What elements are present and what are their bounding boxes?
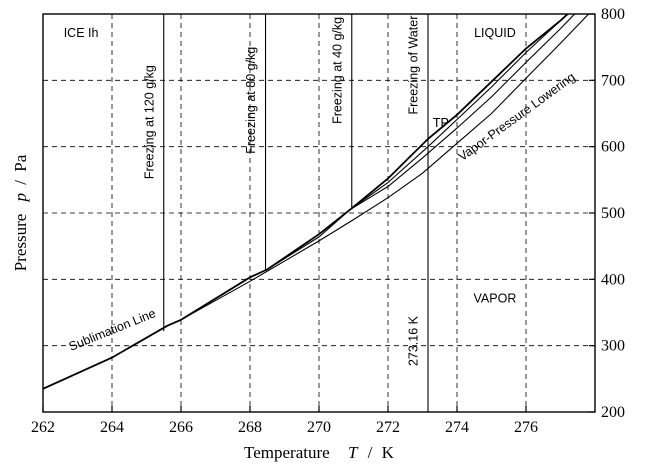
series-curve-2 [267, 14, 576, 270]
annotation-tp: TP [433, 116, 449, 130]
y-axis-title: Pressure p / Pa [11, 154, 30, 271]
x-axis-unit: K [382, 443, 395, 462]
x-tick-label-2: 266 [169, 419, 193, 436]
series-curve-3 [349, 14, 569, 211]
y-tick-label-2: 400 [601, 271, 625, 288]
x-axis-title: Temperature T / K [244, 443, 395, 462]
annotation-vapor-pressure-lowering: Vapor-Pressure Lowering [456, 70, 578, 164]
annotation-freezing-of-water: Freezing of Water [406, 16, 420, 115]
y-tick-label-6: 800 [601, 6, 625, 23]
y-tick-label-5: 700 [601, 72, 625, 89]
series-layer [43, 14, 590, 412]
y-axis-unit: Pa [11, 154, 30, 171]
tick-marks: 262 264 266 268 270 272 274 276 200 300 400 500 600 7… [31, 6, 625, 436]
x-axis-name: Temperature [244, 443, 330, 462]
series-vapor-pressure-lowering [166, 14, 590, 327]
x-tick-label-4: 270 [307, 419, 331, 436]
annotation-liquid: LIQUID [474, 26, 516, 40]
annotation-freezing-at-120-g-kg: Freezing at 120 g/kg [142, 65, 156, 179]
y-axis-name: Pressure [11, 214, 30, 272]
grid [43, 14, 595, 412]
annotation-freezing-at-40-g-kg: Freezing at 40 g/kg [330, 17, 344, 124]
x-tick-label-7: 276 [514, 419, 538, 436]
x-tick-label-0: 262 [31, 419, 55, 436]
annotation-273-16-k: 273.16 K [406, 315, 420, 366]
x-tick-label-1: 264 [100, 419, 124, 436]
y-axis-symbol: p [11, 193, 30, 203]
x-tick-label-3: 268 [238, 419, 262, 436]
y-tick-label-4: 600 [601, 139, 625, 156]
y-tick-label-3: 500 [601, 205, 625, 222]
x-axis-symbol: T [348, 443, 359, 462]
x-tick-label-5: 272 [376, 419, 400, 436]
annotation-vapor: VAPOR [474, 292, 517, 306]
annotation-freezing-at-80-g-kg: Freezing at 80 g/kg [244, 47, 258, 154]
y-tick-label-1: 300 [601, 338, 625, 355]
annotation-ice-ih: ICE Ih [64, 26, 99, 40]
x-tick-label-6: 274 [445, 419, 469, 436]
y-tick-label-0: 200 [601, 404, 625, 421]
